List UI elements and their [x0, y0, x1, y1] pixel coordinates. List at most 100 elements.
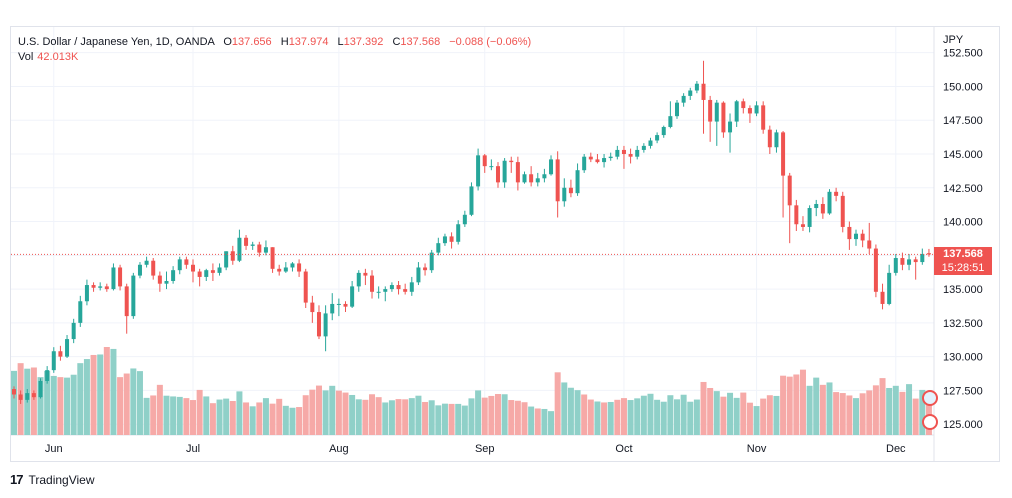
candle-body: [51, 351, 56, 371]
candle-body: [144, 260, 149, 265]
y-tick-label: 130.000: [943, 352, 983, 364]
candle-body: [568, 187, 573, 194]
candle-body: [661, 126, 666, 136]
volume-bar: [70, 374, 77, 435]
volume-bar: [216, 399, 223, 435]
candle-body: [807, 208, 812, 227]
dividend-icon[interactable]: [922, 414, 938, 430]
candle-body: [535, 178, 540, 183]
open-label: O: [223, 36, 232, 48]
volume-bar: [44, 370, 51, 435]
candle-body: [250, 244, 255, 246]
candle-body: [608, 156, 613, 159]
candle-body: [714, 102, 719, 122]
candle-body: [655, 135, 660, 141]
candle-body: [442, 236, 447, 244]
volume-bar: [461, 405, 468, 435]
volume-bar: [740, 392, 747, 435]
volume-bar: [362, 399, 369, 435]
candle-body: [688, 90, 693, 96]
volume-bar: [587, 399, 594, 435]
volume-bar: [229, 401, 236, 435]
volume-bar: [680, 394, 687, 435]
candle-body: [277, 268, 282, 272]
economic-event-icon[interactable]: [922, 390, 938, 406]
candle-body: [469, 186, 474, 215]
volume-bar: [156, 384, 163, 435]
close-label: C: [392, 36, 401, 48]
candle-body: [31, 393, 36, 398]
candle-body: [283, 267, 288, 272]
volume-bar: [64, 377, 71, 435]
volume-bar: [674, 399, 680, 435]
tradingview-brand[interactable]: 17 TradingView: [10, 472, 95, 487]
volume-bar: [667, 395, 674, 435]
candle-body: [18, 394, 23, 400]
candle-body: [641, 145, 646, 150]
candle-body: [701, 83, 706, 100]
volume-bar: [892, 385, 899, 435]
candle-body: [482, 155, 487, 167]
candle-body: [58, 351, 63, 357]
volume-bar: [395, 399, 402, 435]
volume-bar: [342, 392, 349, 435]
tradingview-logo-icon: 17: [10, 472, 24, 487]
candle-body: [595, 159, 600, 163]
volume-bar: [634, 398, 641, 435]
volume-bar: [640, 395, 647, 435]
volume-bar: [906, 384, 913, 435]
candle-body: [343, 303, 348, 307]
candle-body: [767, 129, 772, 148]
volume-bar: [548, 411, 555, 435]
volume-bar: [746, 402, 753, 435]
volume-bar: [110, 348, 117, 435]
volume-bar: [687, 401, 694, 435]
volume-bar: [866, 390, 873, 435]
candle-body: [197, 271, 202, 277]
volume-legend: Vol 42.013K: [18, 51, 78, 63]
candle-body: [621, 149, 626, 154]
volume-bar: [170, 396, 177, 435]
volume-bar: [733, 397, 740, 435]
volume-bar: [700, 381, 707, 435]
candle-body: [462, 214, 467, 225]
volume-bar: [813, 377, 820, 435]
volume-bar: [627, 400, 634, 435]
volume-bar: [117, 377, 124, 435]
candle-body: [389, 285, 394, 290]
candle-body: [449, 236, 454, 242]
volume-bar: [249, 406, 256, 435]
candle-body: [350, 286, 355, 307]
volume-bar: [296, 407, 303, 435]
candle-body: [137, 264, 142, 276]
candle-body: [124, 286, 129, 317]
volume-bar: [196, 389, 203, 435]
candle-body: [887, 272, 892, 304]
volume-bar: [223, 398, 230, 435]
volume-bar: [574, 390, 581, 435]
candle-body: [489, 166, 494, 168]
volume-bar: [441, 403, 448, 435]
volume-bar: [382, 402, 389, 435]
volume-bar: [163, 395, 170, 435]
candle-body: [588, 156, 593, 160]
candle-body: [370, 275, 375, 292]
volume-bar: [826, 382, 833, 435]
last-price-tag: 137.568 15:28:51: [934, 247, 992, 276]
y-tick-label: 147.500: [943, 115, 983, 127]
volume-bar: [508, 400, 515, 435]
volume-bar: [872, 385, 879, 435]
volume-bar: [349, 394, 356, 435]
candle-body: [244, 237, 249, 246]
candle-body: [237, 237, 242, 261]
candle-body: [157, 275, 162, 284]
candle-body: [635, 149, 640, 157]
candle-body: [71, 322, 76, 340]
candle-body: [224, 251, 229, 268]
candle-body: [781, 132, 786, 176]
volume-bar: [581, 394, 588, 435]
candle-body: [91, 285, 96, 288]
candle-body: [754, 105, 759, 114]
volume-label: Vol: [18, 51, 34, 63]
